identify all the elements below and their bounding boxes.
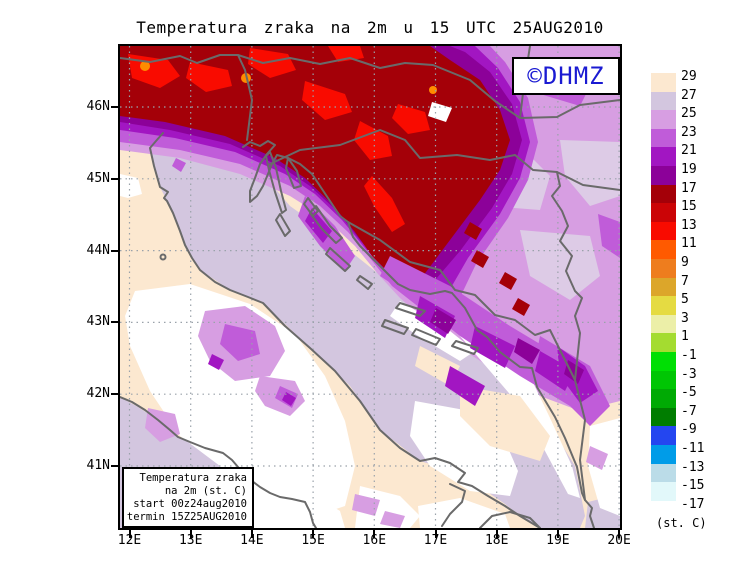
legend-value-label: 17 xyxy=(681,180,697,196)
legend-swatch xyxy=(651,277,676,297)
legend-swatch xyxy=(651,73,676,93)
copyright-text: ©DHMZ xyxy=(527,62,605,90)
lon-tick-label: 17E xyxy=(423,533,448,548)
graticule xyxy=(120,46,620,528)
copyright-box: ©DHMZ xyxy=(512,57,620,95)
legend-swatch xyxy=(651,389,676,409)
info-line-4: termin 15Z25AUG2010 xyxy=(126,511,247,523)
legend-value-label: -11 xyxy=(681,441,705,456)
lon-tick-label: 13E xyxy=(178,533,203,548)
lat-tick-label: 41N xyxy=(86,458,110,473)
legend-swatch xyxy=(651,426,676,446)
legend-swatch xyxy=(651,370,676,390)
legend-swatch xyxy=(651,240,676,260)
legend-swatch xyxy=(651,333,676,353)
lon-tick-mark xyxy=(434,530,437,538)
legend-swatch xyxy=(651,296,676,316)
legend-value-label: 1 xyxy=(681,329,689,345)
legend-value-label: -3 xyxy=(681,366,697,382)
border-layer xyxy=(120,46,620,501)
lat-tick-mark xyxy=(111,178,119,180)
legend-swatch xyxy=(651,482,676,502)
legend-swatch xyxy=(651,259,676,279)
legend-value-label: -1 xyxy=(681,348,697,363)
coastline-layer xyxy=(120,132,595,528)
legend-swatch xyxy=(651,463,676,483)
legend-value-label: -9 xyxy=(681,422,697,438)
lon-tick-label: 19E xyxy=(546,533,570,548)
lon-tick-mark xyxy=(312,530,315,538)
lat-tick-label: 46N xyxy=(86,99,110,114)
legend-value-label: 9 xyxy=(681,255,689,270)
lon-tick-mark xyxy=(250,530,253,538)
legend-value-label: -7 xyxy=(681,403,697,419)
legend-swatch xyxy=(651,445,676,465)
lon-tick-mark xyxy=(495,530,498,538)
legend-swatch xyxy=(651,203,676,223)
legend-swatch xyxy=(651,166,676,186)
info-line-2: na 2m (st. C) xyxy=(164,485,247,497)
legend-value-label: 27 xyxy=(681,87,697,103)
info-line-3: start 00z24aug2010 xyxy=(133,498,247,510)
lat-tick-mark xyxy=(111,250,119,252)
legend-value-label: 5 xyxy=(681,292,689,308)
legend-swatch xyxy=(651,500,676,520)
info-line-1: Temperatura zraka xyxy=(139,472,247,484)
lon-tick-label: 12E xyxy=(117,533,142,548)
legend-swatch xyxy=(651,352,676,372)
lat-tick-mark xyxy=(111,393,119,395)
legend-value-label: 21 xyxy=(681,143,697,159)
map-canvas xyxy=(120,46,620,528)
lat-tick-mark xyxy=(111,465,119,467)
legend-value-label: 23 xyxy=(681,124,697,140)
legend-swatch xyxy=(651,407,676,427)
lon-tick-label: 14E xyxy=(240,533,264,548)
legend-swatch xyxy=(651,314,676,334)
lat-tick-label: 42N xyxy=(86,386,110,401)
legend-value-label: -13 xyxy=(681,459,705,475)
legend-value-label: 13 xyxy=(681,217,697,233)
legend-unit-label: (st. C) xyxy=(656,516,707,530)
lon-tick-label: 15E xyxy=(301,533,325,548)
legend-value-label: 25 xyxy=(681,106,697,122)
legend-swatch xyxy=(651,147,676,167)
lat-tick-mark xyxy=(111,321,119,323)
lat-tick-label: 43N xyxy=(86,314,110,329)
lon-tick-mark xyxy=(556,530,559,538)
lon-tick-mark xyxy=(373,530,376,538)
lat-tick-label: 44N xyxy=(86,243,110,258)
legend-value-label: 11 xyxy=(681,236,697,252)
legend-value-label: -15 xyxy=(681,478,705,494)
legend-swatch xyxy=(651,221,676,241)
page-title: Temperatura zraka na 2m u 15 UTC 25AUG20… xyxy=(136,18,604,37)
legend-value-label: 3 xyxy=(681,310,689,326)
legend-swatch xyxy=(651,110,676,130)
lat-tick-mark xyxy=(111,106,119,108)
legend-swatch xyxy=(651,184,676,204)
legend-value-label: 19 xyxy=(681,162,697,177)
lon-tick-mark xyxy=(618,530,621,538)
legend-value-label: -5 xyxy=(681,385,697,401)
run-info-box: Temperatura zraka na 2m (st. C) start 00… xyxy=(122,467,254,528)
lon-tick-label: 16E xyxy=(362,533,387,548)
legend-value-label: 29 xyxy=(681,69,697,84)
legend-value-label: -17 xyxy=(681,496,705,512)
legend-swatch xyxy=(651,91,676,111)
lat-tick-label: 45N xyxy=(86,171,110,186)
lon-tick-label: 20E xyxy=(607,533,631,548)
legend-value-label: 7 xyxy=(681,273,689,289)
legend-swatch xyxy=(651,128,676,148)
lon-tick-mark xyxy=(128,530,131,538)
lon-tick-label: 18E xyxy=(484,533,509,548)
lon-tick-mark xyxy=(189,530,192,538)
legend-value-label: 15 xyxy=(681,199,697,215)
